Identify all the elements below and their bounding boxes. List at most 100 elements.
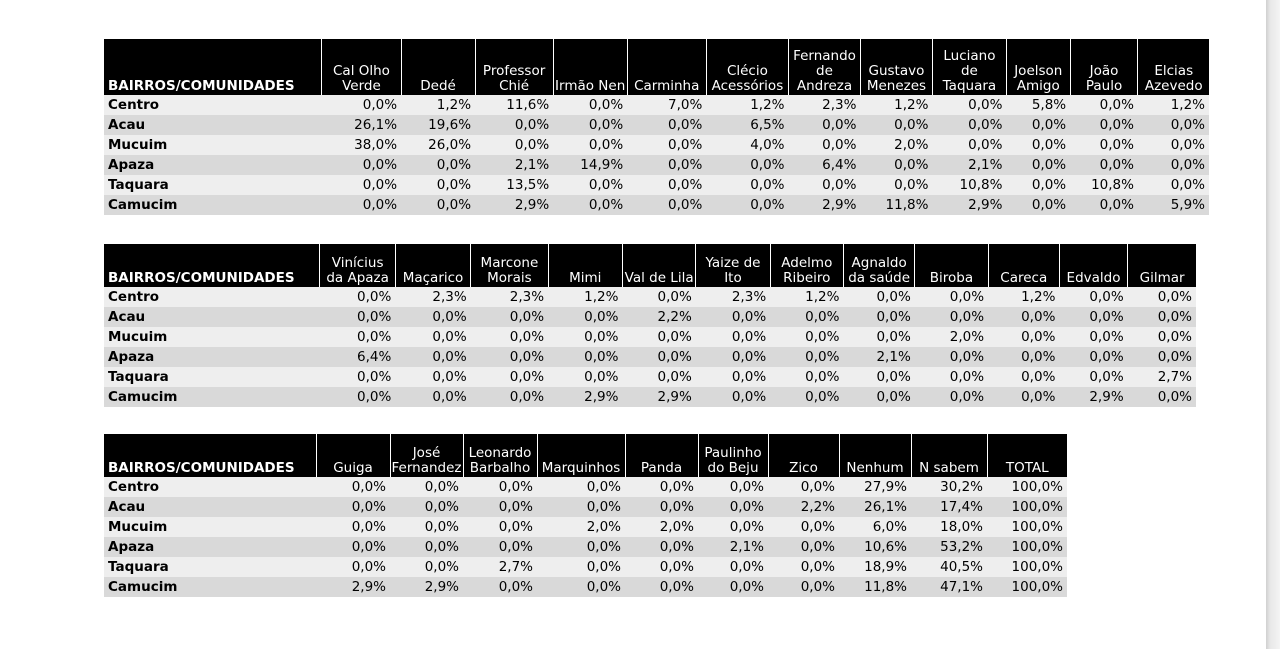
table-cell: 0,0%: [627, 135, 707, 155]
column-header-gustavo-menezes: Gustavo Menezes: [860, 39, 933, 95]
table-cell: 0,0%: [1127, 347, 1196, 367]
table-cell: 0,0%: [316, 517, 390, 537]
table-cell: 5,8%: [1006, 95, 1071, 115]
table-cell: 0,0%: [860, 155, 933, 175]
table-cell: 0,0%: [537, 477, 625, 497]
table-row: Acau 0,0% 0,0% 0,0% 0,0% 0,0% 0,0% 2,2% 26,1% 17,…: [104, 497, 1067, 517]
table-cell: 0,0%: [698, 557, 768, 577]
table-cell: 0,0%: [932, 95, 1007, 115]
table-cell: 0,0%: [788, 175, 861, 195]
table-cell: 100,0%: [987, 557, 1067, 577]
table-cell: 0,0%: [548, 347, 623, 367]
table-cell: 2,0%: [537, 517, 625, 537]
table-cell: 30,2%: [911, 477, 987, 497]
table-cell: 0,0%: [625, 557, 698, 577]
table-cell: 1,2%: [1137, 95, 1209, 115]
table-cell: 47,1%: [911, 577, 987, 597]
table-cell: 0,0%: [390, 557, 463, 577]
table-cell: 0,0%: [706, 175, 789, 195]
table-cell: 0,0%: [770, 307, 844, 327]
table-cell: 0,0%: [843, 307, 915, 327]
table-cell: 5,9%: [1137, 195, 1209, 215]
table-cell: 0,0%: [401, 155, 476, 175]
results-table-1: BAIRROS/COMUNIDADES Cal Olho Verde Dedé Pro…: [104, 39, 1209, 215]
table-cell: 0,0%: [470, 347, 549, 367]
table-cell: 0,0%: [319, 307, 396, 327]
column-header-biroba: Biroba: [914, 244, 989, 287]
table-cell: 2,9%: [932, 195, 1007, 215]
table-row: Camucim 0,0% 0,0% 0,0% 2,9% 2,9% 0,0% 0,0% 0,0% 0…: [104, 387, 1196, 407]
table-cell: 0,0%: [932, 135, 1007, 155]
table-cell: 0,0%: [625, 477, 698, 497]
row-label: Apaza: [104, 347, 320, 367]
table-cell: 2,2%: [768, 497, 839, 517]
column-header-nenhum: Nenhum: [839, 434, 912, 477]
table-cell: 1,2%: [401, 95, 476, 115]
table-cell: 0,0%: [537, 577, 625, 597]
column-header-mimi: Mimi: [548, 244, 623, 287]
column-header-jose-fernandez: José Fernandez: [390, 434, 464, 477]
table-cell: 6,0%: [839, 517, 911, 537]
row-header: BAIRROS/COMUNIDADES: [104, 39, 323, 95]
column-header-joao-paulo: João Paulo: [1070, 39, 1139, 95]
table-cell: 0,0%: [914, 347, 989, 367]
table-row: Centro 0,0% 1,2% 11,6% 0,0% 7,0% 1,2% 2,3% 1,2% 0…: [104, 95, 1209, 115]
table-cell: 0,0%: [768, 517, 839, 537]
table-cell: 100,0%: [987, 497, 1067, 517]
table-cell: 0,0%: [553, 95, 628, 115]
table-cell: 0,0%: [914, 287, 989, 307]
table-cell: 6,5%: [706, 115, 789, 135]
table-cell: 0,0%: [695, 347, 771, 367]
table-cell: 0,0%: [537, 557, 625, 577]
table-cell: 0,0%: [622, 347, 696, 367]
table-cell: 0,0%: [316, 537, 390, 557]
table-cell: 10,6%: [839, 537, 911, 557]
table-cell: 4,0%: [706, 135, 789, 155]
table-cell: 2,3%: [788, 95, 861, 115]
table-cell: 0,0%: [1006, 155, 1071, 175]
table-cell: 0,0%: [770, 367, 844, 387]
table-row: Camucim 0,0% 0,0% 2,9% 0,0% 0,0% 0,0% 2,9% 11,8%…: [104, 195, 1209, 215]
column-header-vinicius-da-apaza: Vinícius da Apaza: [319, 244, 396, 287]
table-cell: 0,0%: [475, 115, 554, 135]
row-label: Taquara: [104, 175, 322, 195]
table-cell: 2,0%: [625, 517, 698, 537]
table-cell: 7,0%: [627, 95, 707, 115]
table-cell: 0,0%: [553, 195, 628, 215]
table-cell: 0,0%: [843, 387, 915, 407]
table-cell: 2,9%: [1059, 387, 1128, 407]
table-cell: 0,0%: [768, 577, 839, 597]
row-label: Mucuim: [104, 517, 316, 537]
row-label: Mucuim: [104, 327, 320, 347]
column-header-guiga: Guiga: [316, 434, 391, 477]
table-cell: 0,0%: [470, 387, 549, 407]
column-header-yaize-de-ito: Yaize de Ito: [695, 244, 771, 287]
table-cell: 0,0%: [698, 577, 768, 597]
table-cell: 11,8%: [860, 195, 933, 215]
table-cell: 0,0%: [988, 307, 1060, 327]
table-row: Mucuim 0,0% 0,0% 0,0% 0,0% 0,0% 0,0% 0,0% 0,0% 2,…: [104, 327, 1196, 347]
table-cell: 0,0%: [843, 367, 915, 387]
table-cell: 0,0%: [788, 115, 861, 135]
column-header-adelmo-ribeiro: Adelmo Ribeiro: [770, 244, 844, 287]
table-cell: 0,0%: [622, 287, 696, 307]
column-header-marquinhos: Marquinhos: [537, 434, 626, 477]
table-row: Centro 0,0% 0,0% 0,0% 0,0% 0,0% 0,0% 0,0% 27,9% 3…: [104, 477, 1067, 497]
row-header: BAIRROS/COMUNIDADES: [104, 244, 321, 287]
table-cell: 0,0%: [463, 477, 537, 497]
table-cell: 2,7%: [1127, 367, 1196, 387]
table-cell: 100,0%: [987, 537, 1067, 557]
table-cell: 100,0%: [987, 517, 1067, 537]
column-header-val-de-lila: Val de Lila: [622, 244, 697, 287]
table-cell: 0,0%: [622, 367, 696, 387]
table-cell: 0,0%: [553, 115, 628, 135]
table-cell: 0,0%: [695, 387, 771, 407]
table-cell: 0,0%: [395, 387, 471, 407]
table-cell: 17,4%: [911, 497, 987, 517]
table-cell: 0,0%: [698, 497, 768, 517]
column-header-marcone-morais: Marcone Morais: [470, 244, 549, 287]
table-row: Taquara 0,0% 0,0% 0,0% 0,0% 0,0% 0,0% 0,0% 0,0% 0…: [104, 367, 1196, 387]
table-cell: 0,0%: [1059, 347, 1128, 367]
row-label: Centro: [104, 477, 316, 497]
table-cell: 2,1%: [843, 347, 915, 367]
